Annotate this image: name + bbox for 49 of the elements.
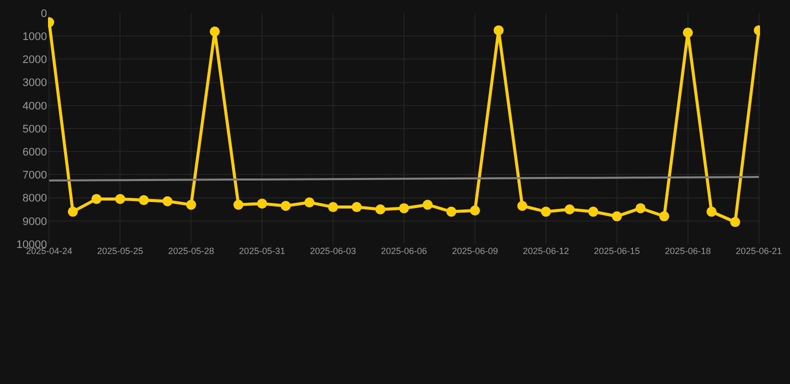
y-tick-label: 5000 xyxy=(22,123,47,136)
x-tick-label: 2025-05-25 xyxy=(97,246,144,256)
y-tick-label: 9000 xyxy=(22,216,47,228)
x-tick-label: 2025-06-09 xyxy=(452,246,498,256)
x-tick-label: 2025-06-12 xyxy=(522,246,569,256)
x-tick-label: 2025-06-21 xyxy=(736,246,782,256)
point xyxy=(730,217,740,228)
x-tick-label: 2025-06-15 xyxy=(594,246,640,256)
point xyxy=(375,204,386,214)
point xyxy=(517,200,528,211)
point xyxy=(257,198,268,209)
point xyxy=(304,197,314,208)
point xyxy=(138,195,149,206)
point xyxy=(280,200,291,211)
x-tick-label: 2025-06-18 xyxy=(664,246,711,256)
point xyxy=(494,25,504,36)
y-tick-label: 8000 xyxy=(22,192,47,205)
point xyxy=(446,206,456,217)
point xyxy=(352,202,362,212)
point xyxy=(612,211,622,222)
point xyxy=(233,200,244,210)
x-tick-label: 2025-06-06 xyxy=(380,246,428,256)
point xyxy=(91,194,102,204)
point xyxy=(186,200,196,210)
point xyxy=(564,204,575,214)
x-tick-label: 2025-05-31 xyxy=(239,246,286,256)
point xyxy=(328,202,338,212)
point xyxy=(399,203,409,214)
point xyxy=(682,28,693,38)
y-tick-label: 3000 xyxy=(22,77,47,90)
point xyxy=(588,206,598,217)
point xyxy=(210,26,220,36)
x-tick-label: 2025-06-03 xyxy=(310,246,356,256)
point xyxy=(706,206,717,217)
point xyxy=(636,203,646,214)
point xyxy=(422,200,433,210)
point xyxy=(162,196,172,206)
x-tick-label: 2025-05-28 xyxy=(168,246,214,256)
point xyxy=(470,206,480,216)
point xyxy=(659,211,670,222)
y-tick-label: 2000 xyxy=(22,54,47,66)
y-tick-label: 4000 xyxy=(22,100,47,112)
y-tick-label: 6000 xyxy=(22,146,47,158)
y-tick-label: 7000 xyxy=(22,170,47,182)
y-tick-label: 1000 xyxy=(22,30,47,43)
y-tick-label: 0 xyxy=(40,8,47,20)
point xyxy=(540,206,551,217)
point xyxy=(115,194,126,204)
point xyxy=(68,206,78,217)
